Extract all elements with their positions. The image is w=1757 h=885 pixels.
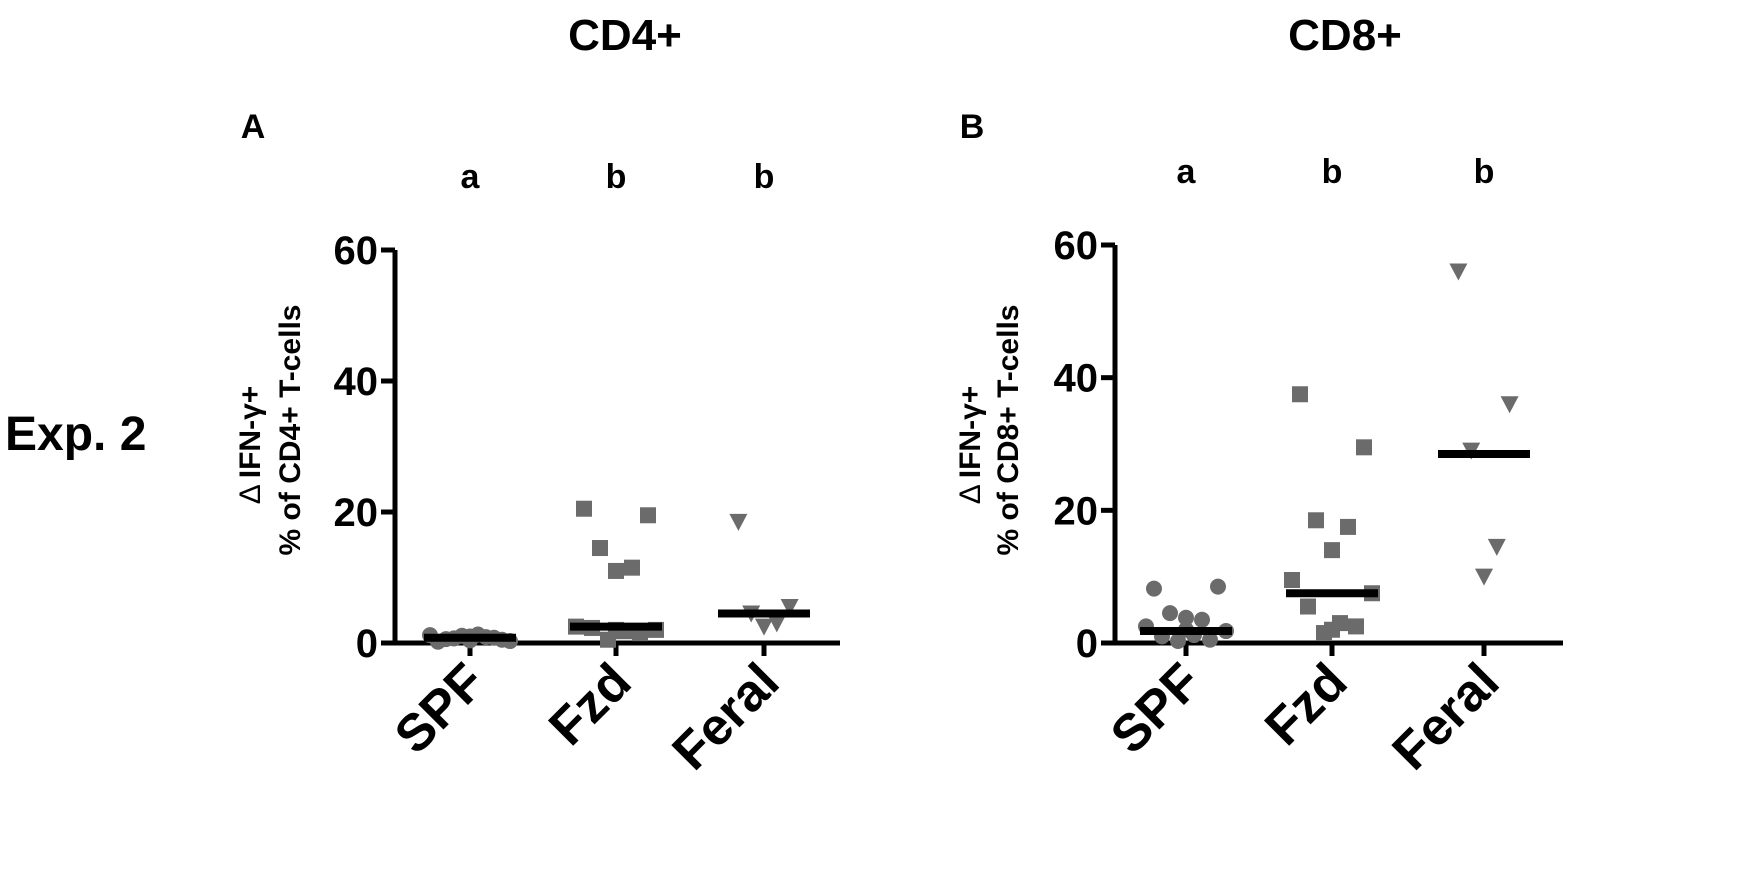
column-title: CD4+ (568, 11, 682, 60)
y-tick-label: 60 (1054, 224, 1099, 268)
y-axis-label-line2: % of CD4+ T-cells (274, 305, 307, 556)
data-point-square (1324, 542, 1340, 559)
x-tick-label: Fzd (1254, 652, 1358, 756)
data-point-triangle (1449, 263, 1468, 281)
y-tick-label: 20 (334, 491, 379, 535)
y-label-main: IFN-γ+ (234, 386, 267, 479)
data-point-square (1340, 518, 1356, 535)
significance-letter: b (1474, 153, 1495, 191)
x-tick-label: Fzd (538, 652, 642, 756)
data-point-square (1308, 512, 1324, 529)
delta-symbol: Δ (954, 484, 987, 504)
significance-letter: b (606, 158, 627, 196)
y-axis-label-line2: % of CD8+ T-cells (992, 305, 1025, 556)
data-point-circle (1170, 633, 1186, 650)
x-tick-label: Feral (662, 652, 791, 781)
data-point-triangle (755, 618, 773, 636)
y-tick-label: 60 (334, 229, 379, 273)
data-point-square (592, 540, 608, 557)
data-point-triangle (729, 513, 748, 531)
data-point-triangle (1475, 568, 1493, 586)
data-point-square (1356, 439, 1372, 456)
data-point-circle (1178, 609, 1194, 626)
data-point-square (1284, 571, 1300, 588)
panel-cd8: CD8+ B Δ IFN-γ+ % of CD8+ T-cells 0 20 40 60… (954, 11, 1563, 781)
data-point-triangle (767, 615, 786, 633)
data-point-circle (1202, 631, 1218, 648)
data-point-square (640, 507, 656, 524)
x-tick-label: SPF (1100, 652, 1213, 765)
y-axis-label-line1: Δ IFN-γ+ (954, 386, 987, 505)
data-point-square (1348, 618, 1364, 635)
y-axis-label-line1: Δ IFN-γ+ (234, 386, 267, 505)
data-point-square (1292, 386, 1308, 403)
significance-letter: b (1322, 153, 1343, 191)
significance-letter: a (461, 158, 481, 196)
data-point-square (1300, 598, 1316, 615)
data-point-square (576, 500, 592, 517)
data-point-circle (1162, 605, 1178, 622)
panel-label: A (241, 108, 266, 146)
x-tick-label: SPF (384, 652, 497, 765)
y-tick-label: 20 (1054, 489, 1099, 533)
y-tick-label: 0 (356, 622, 378, 666)
data-point-circle (1146, 580, 1162, 597)
y-tick-label: 0 (1076, 622, 1098, 666)
data-point-triangle (780, 598, 799, 616)
x-tick-label: Feral (1382, 652, 1511, 781)
data-point-triangle (1487, 538, 1506, 556)
significance-letter: b (754, 158, 775, 196)
significance-letter: a (1177, 153, 1197, 191)
y-label-main: IFN-γ+ (954, 386, 987, 479)
data-point-square (608, 562, 624, 579)
panel-label: B (960, 108, 985, 146)
y-tick-label: 40 (1054, 357, 1099, 401)
panel-cd4: CD4+ A Δ IFN-γ+ % of CD4+ T-cells 0 20 40 60… (234, 11, 840, 781)
data-point-triangle (1500, 396, 1519, 414)
data-point-circle (1210, 578, 1226, 595)
y-tick-label: 40 (334, 360, 379, 404)
data-point-square (1324, 621, 1340, 638)
data-point-square (624, 559, 640, 576)
delta-symbol: Δ (234, 484, 267, 504)
row-label: Exp. 2 (5, 408, 146, 461)
data-point-circle (1194, 611, 1210, 628)
column-title: CD8+ (1288, 11, 1402, 60)
